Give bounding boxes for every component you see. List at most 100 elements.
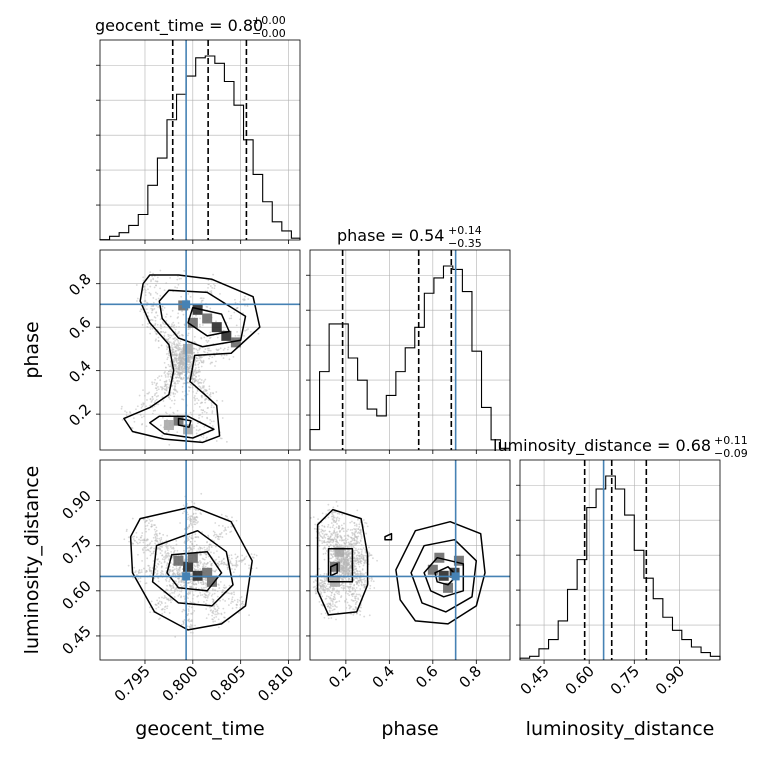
scatter-point bbox=[338, 593, 340, 596]
scatter-point bbox=[358, 593, 361, 596]
scatter-point bbox=[365, 571, 367, 574]
scatter-point bbox=[354, 536, 357, 538]
scatter-point bbox=[243, 298, 246, 300]
scatter-point bbox=[330, 550, 333, 552]
scatter-point bbox=[227, 526, 230, 529]
scatter-point bbox=[370, 579, 373, 582]
scatter-point bbox=[234, 568, 236, 571]
scatter-point bbox=[365, 522, 368, 525]
scatter-point bbox=[213, 616, 216, 619]
scatter-point bbox=[356, 581, 359, 584]
scatter-point bbox=[166, 605, 169, 608]
scatter-point bbox=[320, 587, 323, 590]
scatter-point bbox=[181, 369, 184, 371]
scatter-point bbox=[170, 334, 173, 337]
scatter-point bbox=[154, 564, 157, 567]
scatter-point bbox=[335, 618, 337, 621]
scatter-point bbox=[138, 569, 141, 572]
scatter-point bbox=[360, 544, 363, 546]
scatter-point bbox=[334, 533, 337, 536]
scatter-point bbox=[255, 554, 258, 557]
scatter-point bbox=[210, 402, 213, 404]
scatter-point bbox=[183, 595, 185, 598]
scatter-point bbox=[164, 376, 167, 378]
scatter-point bbox=[186, 505, 189, 508]
scatter-point bbox=[199, 386, 202, 389]
scatter-point bbox=[344, 569, 346, 572]
scatter-point bbox=[174, 339, 177, 342]
scatter-point bbox=[170, 370, 173, 373]
scatter-point bbox=[354, 606, 357, 609]
scatter-point bbox=[180, 368, 183, 371]
scatter-point bbox=[354, 547, 357, 550]
scatter-point bbox=[172, 572, 175, 574]
scatter-point bbox=[181, 352, 184, 355]
scatter-point bbox=[139, 536, 142, 539]
x-tick-label: 0.800 bbox=[159, 662, 202, 705]
scatter-point bbox=[181, 347, 184, 349]
scatter-point bbox=[331, 526, 334, 529]
scatter-point bbox=[323, 578, 326, 581]
scatter-point bbox=[317, 518, 319, 520]
scatter-point bbox=[209, 422, 212, 425]
scatter-point bbox=[173, 326, 176, 329]
scatter-point bbox=[215, 569, 218, 571]
scatter-point bbox=[177, 348, 180, 351]
scatter-point bbox=[220, 613, 223, 616]
scatter-point bbox=[149, 550, 152, 553]
scatter-point bbox=[154, 291, 157, 294]
scatter-point bbox=[346, 554, 348, 557]
scatter-point bbox=[151, 519, 154, 522]
scatter-point bbox=[360, 537, 363, 539]
scatter-point bbox=[221, 525, 224, 527]
scatter-point bbox=[164, 323, 167, 326]
x-tick-label: 0.805 bbox=[206, 662, 249, 705]
scatter-point bbox=[209, 290, 211, 293]
scatter-point bbox=[207, 279, 210, 282]
scatter-point bbox=[148, 518, 151, 521]
scatter-point bbox=[333, 608, 336, 611]
scatter-point bbox=[225, 529, 227, 532]
scatter-point bbox=[321, 540, 323, 542]
scatter-point bbox=[356, 549, 358, 552]
scatter-point bbox=[132, 538, 135, 540]
scatter-point bbox=[229, 560, 232, 563]
panel-frame bbox=[309, 249, 511, 451]
scatter-point bbox=[328, 530, 331, 533]
scatter-point bbox=[351, 528, 354, 531]
scatter-point bbox=[313, 527, 316, 530]
scatter-point bbox=[207, 613, 210, 616]
y-axis-label-luminosity_distance: luminosity_distance bbox=[21, 466, 43, 655]
scatter-point bbox=[169, 555, 171, 557]
scatter-point bbox=[161, 321, 164, 324]
scatter-point bbox=[153, 524, 155, 526]
scatter-point bbox=[170, 344, 173, 347]
scatter-point bbox=[181, 385, 184, 388]
scatter-point bbox=[178, 346, 181, 349]
scatter-point bbox=[349, 540, 352, 543]
scatter-point bbox=[214, 522, 217, 524]
scatter-point bbox=[194, 399, 196, 402]
scatter-point bbox=[209, 560, 211, 563]
scatter-point bbox=[192, 580, 194, 583]
scatter-point bbox=[202, 578, 205, 581]
scatter-point bbox=[318, 544, 321, 547]
scatter-point bbox=[173, 592, 175, 594]
scatter-point bbox=[361, 581, 363, 584]
scatter-point bbox=[176, 431, 179, 433]
scatter-point bbox=[172, 380, 175, 382]
scatter-point bbox=[172, 551, 175, 554]
scatter-point bbox=[343, 535, 346, 537]
scatter-point bbox=[344, 549, 347, 552]
scatter-point bbox=[217, 556, 220, 558]
scatter-point bbox=[218, 563, 220, 566]
scatter-point bbox=[223, 354, 226, 357]
scatter-point bbox=[200, 435, 203, 438]
scatter-point bbox=[198, 347, 201, 349]
scatter-point bbox=[142, 402, 144, 405]
scatter-point bbox=[340, 557, 343, 560]
scatter-point bbox=[228, 559, 231, 561]
scatter-point bbox=[186, 366, 189, 369]
scatter-point bbox=[340, 536, 343, 539]
scatter-point bbox=[349, 605, 351, 607]
